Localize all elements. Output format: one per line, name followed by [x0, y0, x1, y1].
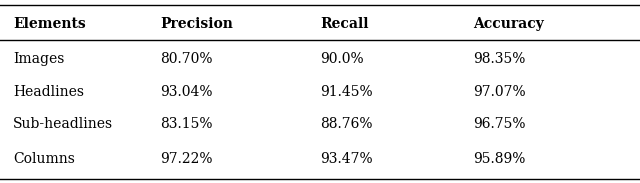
- Text: 90.0%: 90.0%: [320, 52, 364, 66]
- Text: Columns: Columns: [13, 152, 75, 166]
- Text: 91.45%: 91.45%: [320, 85, 372, 98]
- Text: 97.07%: 97.07%: [474, 85, 526, 98]
- Text: Precision: Precision: [160, 17, 233, 31]
- Text: 80.70%: 80.70%: [160, 52, 212, 66]
- Text: Accuracy: Accuracy: [474, 17, 545, 31]
- Text: 97.22%: 97.22%: [160, 152, 212, 166]
- Text: 83.15%: 83.15%: [160, 117, 212, 131]
- Text: 95.89%: 95.89%: [474, 152, 526, 166]
- Text: 96.75%: 96.75%: [474, 117, 526, 131]
- Text: Elements: Elements: [13, 17, 86, 31]
- Text: Sub-headlines: Sub-headlines: [13, 117, 113, 131]
- Text: 98.35%: 98.35%: [474, 52, 526, 66]
- Text: Images: Images: [13, 52, 64, 66]
- Text: Headlines: Headlines: [13, 85, 84, 98]
- Text: Recall: Recall: [320, 17, 369, 31]
- Text: 93.47%: 93.47%: [320, 152, 372, 166]
- Text: 93.04%: 93.04%: [160, 85, 212, 98]
- Text: 88.76%: 88.76%: [320, 117, 372, 131]
